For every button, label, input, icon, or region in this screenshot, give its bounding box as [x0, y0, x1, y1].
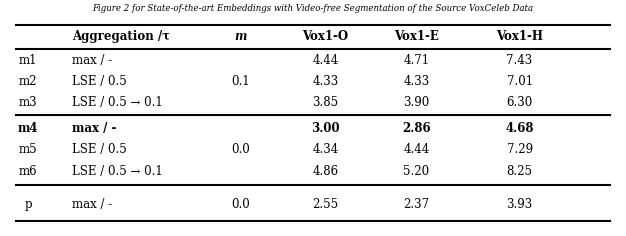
- Text: 0.0: 0.0: [232, 198, 250, 211]
- Text: max / -: max / -: [72, 198, 112, 211]
- Text: m3: m3: [19, 96, 38, 109]
- Text: 2.37: 2.37: [403, 198, 429, 211]
- Text: m2: m2: [19, 75, 38, 88]
- Text: 5.20: 5.20: [403, 164, 429, 178]
- Text: 4.68: 4.68: [505, 122, 534, 135]
- Text: 4.34: 4.34: [312, 143, 339, 156]
- Text: 2.86: 2.86: [402, 122, 431, 135]
- Text: 3.93: 3.93: [506, 198, 533, 211]
- Text: 3.85: 3.85: [312, 96, 339, 109]
- Text: 0.0: 0.0: [232, 143, 250, 156]
- Text: 7.01: 7.01: [506, 75, 533, 88]
- Text: 8.25: 8.25: [506, 164, 533, 178]
- Text: 2.55: 2.55: [312, 198, 339, 211]
- Text: Figure 2 for State-of-the-art Embeddings with Video-free Segmentation of the Sou: Figure 2 for State-of-the-art Embeddings…: [93, 4, 533, 13]
- Text: 4.44: 4.44: [403, 143, 429, 156]
- Text: LSE / 0.5: LSE / 0.5: [72, 75, 126, 88]
- Text: m4: m4: [18, 122, 38, 135]
- Text: LSE / 0.5: LSE / 0.5: [72, 143, 126, 156]
- Text: m1: m1: [19, 54, 38, 67]
- Text: 3.00: 3.00: [311, 122, 340, 135]
- Text: 3.90: 3.90: [403, 96, 429, 109]
- Text: p: p: [24, 198, 32, 211]
- Text: 4.33: 4.33: [403, 75, 429, 88]
- Text: Vox1-H: Vox1-H: [496, 30, 543, 43]
- Text: Vox1-E: Vox1-E: [394, 30, 439, 43]
- Text: LSE / 0.5 → 0.1: LSE / 0.5 → 0.1: [72, 164, 163, 178]
- Text: 4.44: 4.44: [312, 54, 339, 67]
- Text: max / -: max / -: [72, 54, 112, 67]
- Text: max / -: max / -: [72, 122, 116, 135]
- Text: 4.86: 4.86: [312, 164, 339, 178]
- Text: Vox1-O: Vox1-O: [302, 30, 349, 43]
- Text: LSE / 0.5 → 0.1: LSE / 0.5 → 0.1: [72, 96, 163, 109]
- Text: 7.29: 7.29: [506, 143, 533, 156]
- Text: Aggregation /τ: Aggregation /τ: [72, 30, 170, 43]
- Text: 0.1: 0.1: [232, 75, 250, 88]
- Text: 7.43: 7.43: [506, 54, 533, 67]
- Text: m: m: [235, 30, 247, 43]
- Text: 4.71: 4.71: [403, 54, 429, 67]
- Text: 4.33: 4.33: [312, 75, 339, 88]
- Text: m5: m5: [19, 143, 38, 156]
- Text: m6: m6: [19, 164, 38, 178]
- Text: 6.30: 6.30: [506, 96, 533, 109]
